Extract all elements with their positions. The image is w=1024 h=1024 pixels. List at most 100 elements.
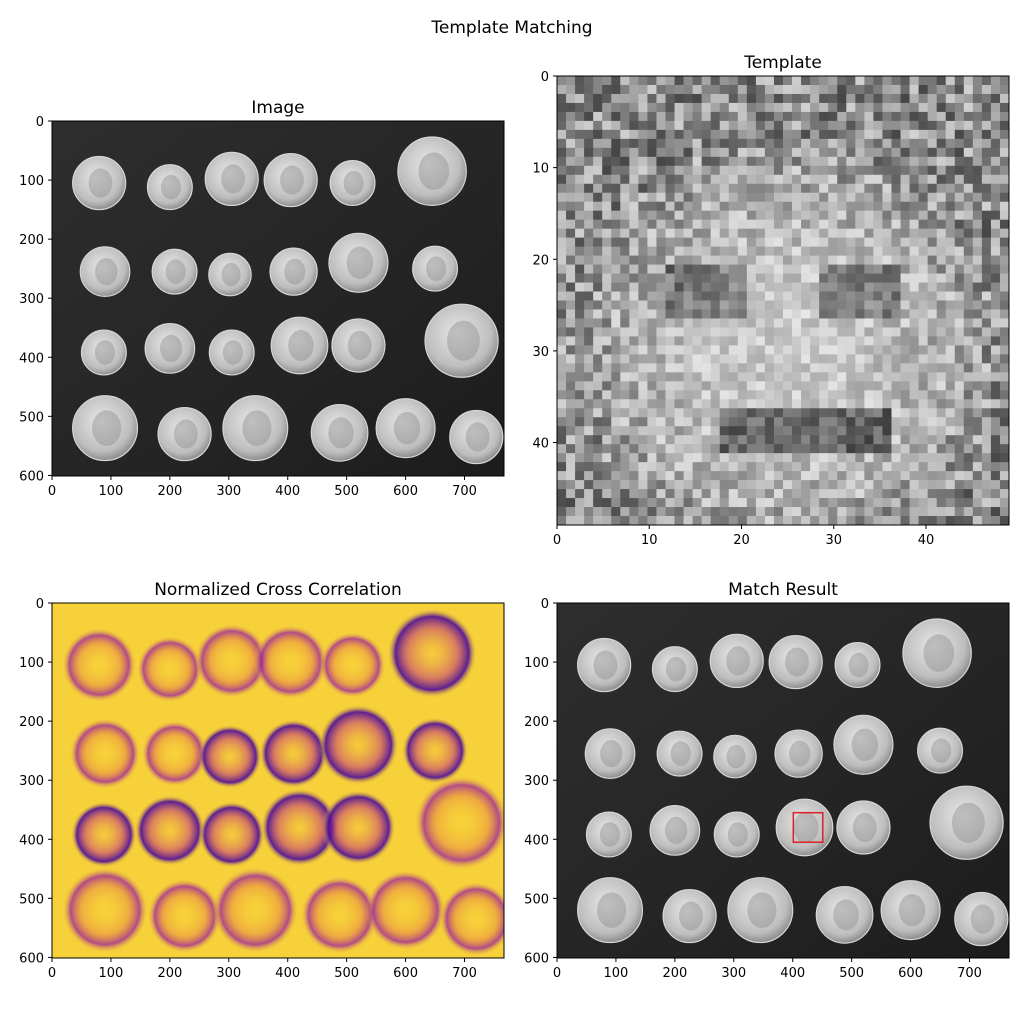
template-pixel: [602, 174, 612, 185]
template-pixel: [891, 327, 902, 337]
template-pixel: [963, 498, 974, 508]
template-pixel: [810, 399, 820, 409]
template-pixel: [963, 291, 974, 301]
template-pixel: [963, 390, 974, 400]
template-pixel: [891, 507, 902, 517]
template-pixel: [683, 156, 694, 167]
template-pixel: [584, 417, 594, 427]
template-pixel: [665, 273, 676, 284]
template-pixel: [792, 219, 802, 230]
template-pixel: [665, 93, 676, 104]
template-pixel: [855, 453, 865, 463]
template-pixel: [909, 318, 920, 328]
template-pixel: [665, 489, 676, 499]
template-pixel: [692, 417, 703, 427]
template-pixel: [972, 228, 983, 239]
template-pixel: [638, 138, 648, 149]
template-pixel: [728, 210, 739, 221]
template-pixel: [954, 336, 965, 346]
template-pixel: [602, 273, 612, 284]
template-pixel: [764, 489, 775, 499]
template-pixel: [746, 255, 757, 266]
template-pixel: [990, 507, 1001, 517]
coin-relief-19: [678, 901, 703, 931]
template-pixel: [927, 183, 938, 194]
template-pixel: [981, 327, 992, 337]
template-pixel: [882, 84, 892, 95]
template-pixel: [990, 84, 1001, 95]
coin-14: [713, 811, 760, 858]
template-pixel: [846, 183, 856, 194]
template-pixel: [810, 111, 820, 122]
template-pixel: [900, 84, 911, 95]
template-pixel: [963, 372, 974, 382]
template-pixel: [846, 165, 856, 176]
template-pixel: [584, 327, 594, 337]
template-pixel: [873, 174, 883, 185]
template-pixel: [828, 453, 838, 463]
template-pixel: [764, 336, 775, 346]
template-pixel: [584, 390, 594, 400]
template-pixel: [981, 309, 992, 319]
template-pixel: [927, 399, 938, 409]
template-pixel: [674, 282, 685, 293]
template-pixel: [737, 264, 748, 275]
x-tick-label: 0: [553, 966, 561, 981]
template-pixel: [746, 408, 757, 418]
coin-relief-16: [347, 330, 372, 361]
template-pixel: [783, 399, 793, 409]
template-pixel: [954, 300, 965, 310]
template-pixel: [918, 309, 929, 319]
template-pixel: [620, 453, 630, 463]
template-pixel: [864, 174, 874, 185]
template-pixel: [936, 453, 947, 463]
template-pixel: [719, 336, 730, 346]
template-pixel: [882, 354, 892, 364]
template-pixel: [810, 165, 820, 176]
coin-relief-10: [346, 246, 374, 279]
template-pixel: [936, 372, 947, 382]
template-pixel: [990, 237, 1001, 248]
template-pixel: [701, 237, 712, 248]
template-pixel: [620, 237, 630, 248]
template-pixel: [918, 318, 929, 328]
template-pixel: [602, 201, 612, 212]
template-pixel: [855, 372, 865, 382]
template-pixel: [783, 120, 793, 131]
template-pixel: [981, 345, 992, 355]
template-pixel: [846, 327, 856, 337]
x-tick-label: 500: [334, 966, 359, 981]
template-pixel: [566, 471, 576, 481]
template-pixel: [557, 408, 567, 418]
template-pixel: [737, 210, 748, 221]
template-pixel: [936, 255, 947, 266]
template-pixel: [846, 192, 856, 203]
template-pixel: [846, 471, 856, 481]
template-pixel: [611, 174, 621, 185]
template-pixel: [620, 201, 630, 212]
template-pixel: [945, 453, 956, 463]
template-pixel: [575, 408, 585, 418]
template-pixel: [900, 228, 911, 239]
template-pixel: [737, 120, 748, 131]
coin-21: [815, 885, 874, 944]
template-pixel: [593, 444, 603, 454]
coin-12: [585, 811, 632, 858]
coin-relief-8: [726, 744, 746, 769]
template-pixel: [999, 192, 1010, 203]
template-pixel: [611, 138, 621, 149]
template-pixel: [557, 228, 567, 239]
template-pixel: [891, 444, 902, 454]
template-pixel: [764, 291, 775, 301]
template-pixel: [846, 417, 856, 427]
template-pixel: [891, 76, 902, 86]
template-pixel: [801, 354, 811, 364]
template-pixel: [719, 201, 730, 212]
template-pixel: [999, 156, 1010, 167]
template-pixel: [710, 228, 721, 239]
template-pixel: [945, 255, 956, 266]
template-pixel: [773, 219, 784, 230]
template-pixel: [557, 210, 567, 221]
template-pixel: [737, 174, 748, 185]
template-pixel: [611, 165, 621, 176]
